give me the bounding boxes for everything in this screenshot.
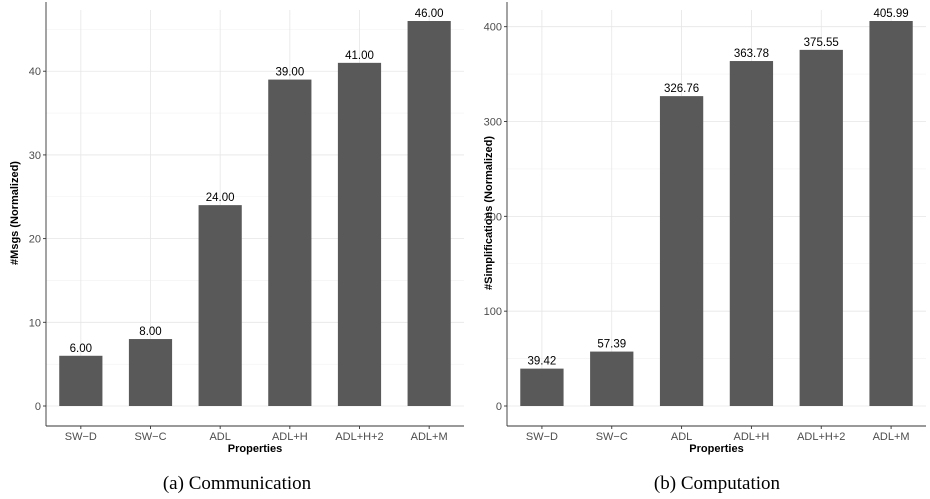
y-tick-label: 300 <box>484 117 502 129</box>
gridlines <box>507 10 926 407</box>
bar-value-label: 6.00 <box>70 343 92 355</box>
x-tick-label: ADL+M <box>411 431 448 443</box>
bar-2 <box>590 351 634 406</box>
y-tick-label: 100 <box>484 306 502 318</box>
x-tick-label: ADL+H+2 <box>335 431 383 443</box>
bar-value-label: 46.00 <box>415 8 444 20</box>
bar-value-label: 375.55 <box>804 37 839 49</box>
y-tick-label: 0 <box>35 401 41 413</box>
bar-3 <box>659 96 704 406</box>
x-tick-label: ADL <box>209 431 230 443</box>
bar-2 <box>128 339 173 406</box>
bar-6 <box>869 21 913 406</box>
bar-value-label: 24.00 <box>206 192 235 204</box>
bar-5 <box>799 49 843 407</box>
y-tick-label: 40 <box>29 66 41 78</box>
x-axis-title: Properties <box>689 443 743 455</box>
y-tick-label: 30 <box>29 150 41 162</box>
x-tick-label: ADL+H <box>272 431 308 443</box>
x-tick-label: ADL <box>671 431 692 443</box>
x-tick-label: SW−C <box>134 431 166 443</box>
bar-4 <box>729 61 774 406</box>
bar-value-label: 363.78 <box>734 48 769 60</box>
bar-value-label: 326.76 <box>664 83 699 95</box>
y-tick-label: 0 <box>496 401 502 413</box>
bar-6 <box>407 21 451 406</box>
x-axis-title: Properties <box>228 443 282 455</box>
chart-panel-2: 39.42 57.39 326.76 363.78 375.55 405.99 0 100 20… <box>483 2 926 494</box>
x-tick-label: ADL+H+2 <box>797 431 845 443</box>
x-tick-label: ADL+M <box>873 431 910 443</box>
bar-value-label: 39.00 <box>275 67 304 79</box>
bar-value-label: 39.42 <box>528 356 557 368</box>
bar-value-label: 57.39 <box>597 339 626 351</box>
bar-value-label: 8.00 <box>139 326 161 338</box>
bar-value-label: 41.00 <box>345 50 374 62</box>
y-axis-title: #Msgs (Normalized) <box>9 161 21 265</box>
bar-4 <box>268 79 312 406</box>
y-tick-label: 10 <box>29 317 41 329</box>
panel-caption: (b) Computation <box>654 473 781 494</box>
gridlines <box>46 10 464 407</box>
x-tick-label: SW−D <box>526 431 558 443</box>
x-tick-label: SW−D <box>65 431 97 443</box>
chart-panel-1: 6.00 8.00 24.00 39.00 41.00 46.00 0 10 20 30 40 SW−… <box>9 2 464 494</box>
y-axis-title: #Simplifications (Normalized) <box>483 136 495 290</box>
y-tick-label: 20 <box>29 234 41 246</box>
bar-value-label: 405.99 <box>873 8 908 20</box>
y-tick-label: 200 <box>484 211 502 223</box>
panel-caption: (a) Communication <box>163 473 312 494</box>
x-tick-label: ADL+H <box>734 431 770 443</box>
bar-1 <box>59 355 103 406</box>
y-tick-label: 400 <box>484 22 502 34</box>
bar-5 <box>337 62 382 406</box>
bar-3 <box>198 205 242 406</box>
bar-1 <box>520 368 564 406</box>
x-tick-label: SW−C <box>596 431 628 443</box>
